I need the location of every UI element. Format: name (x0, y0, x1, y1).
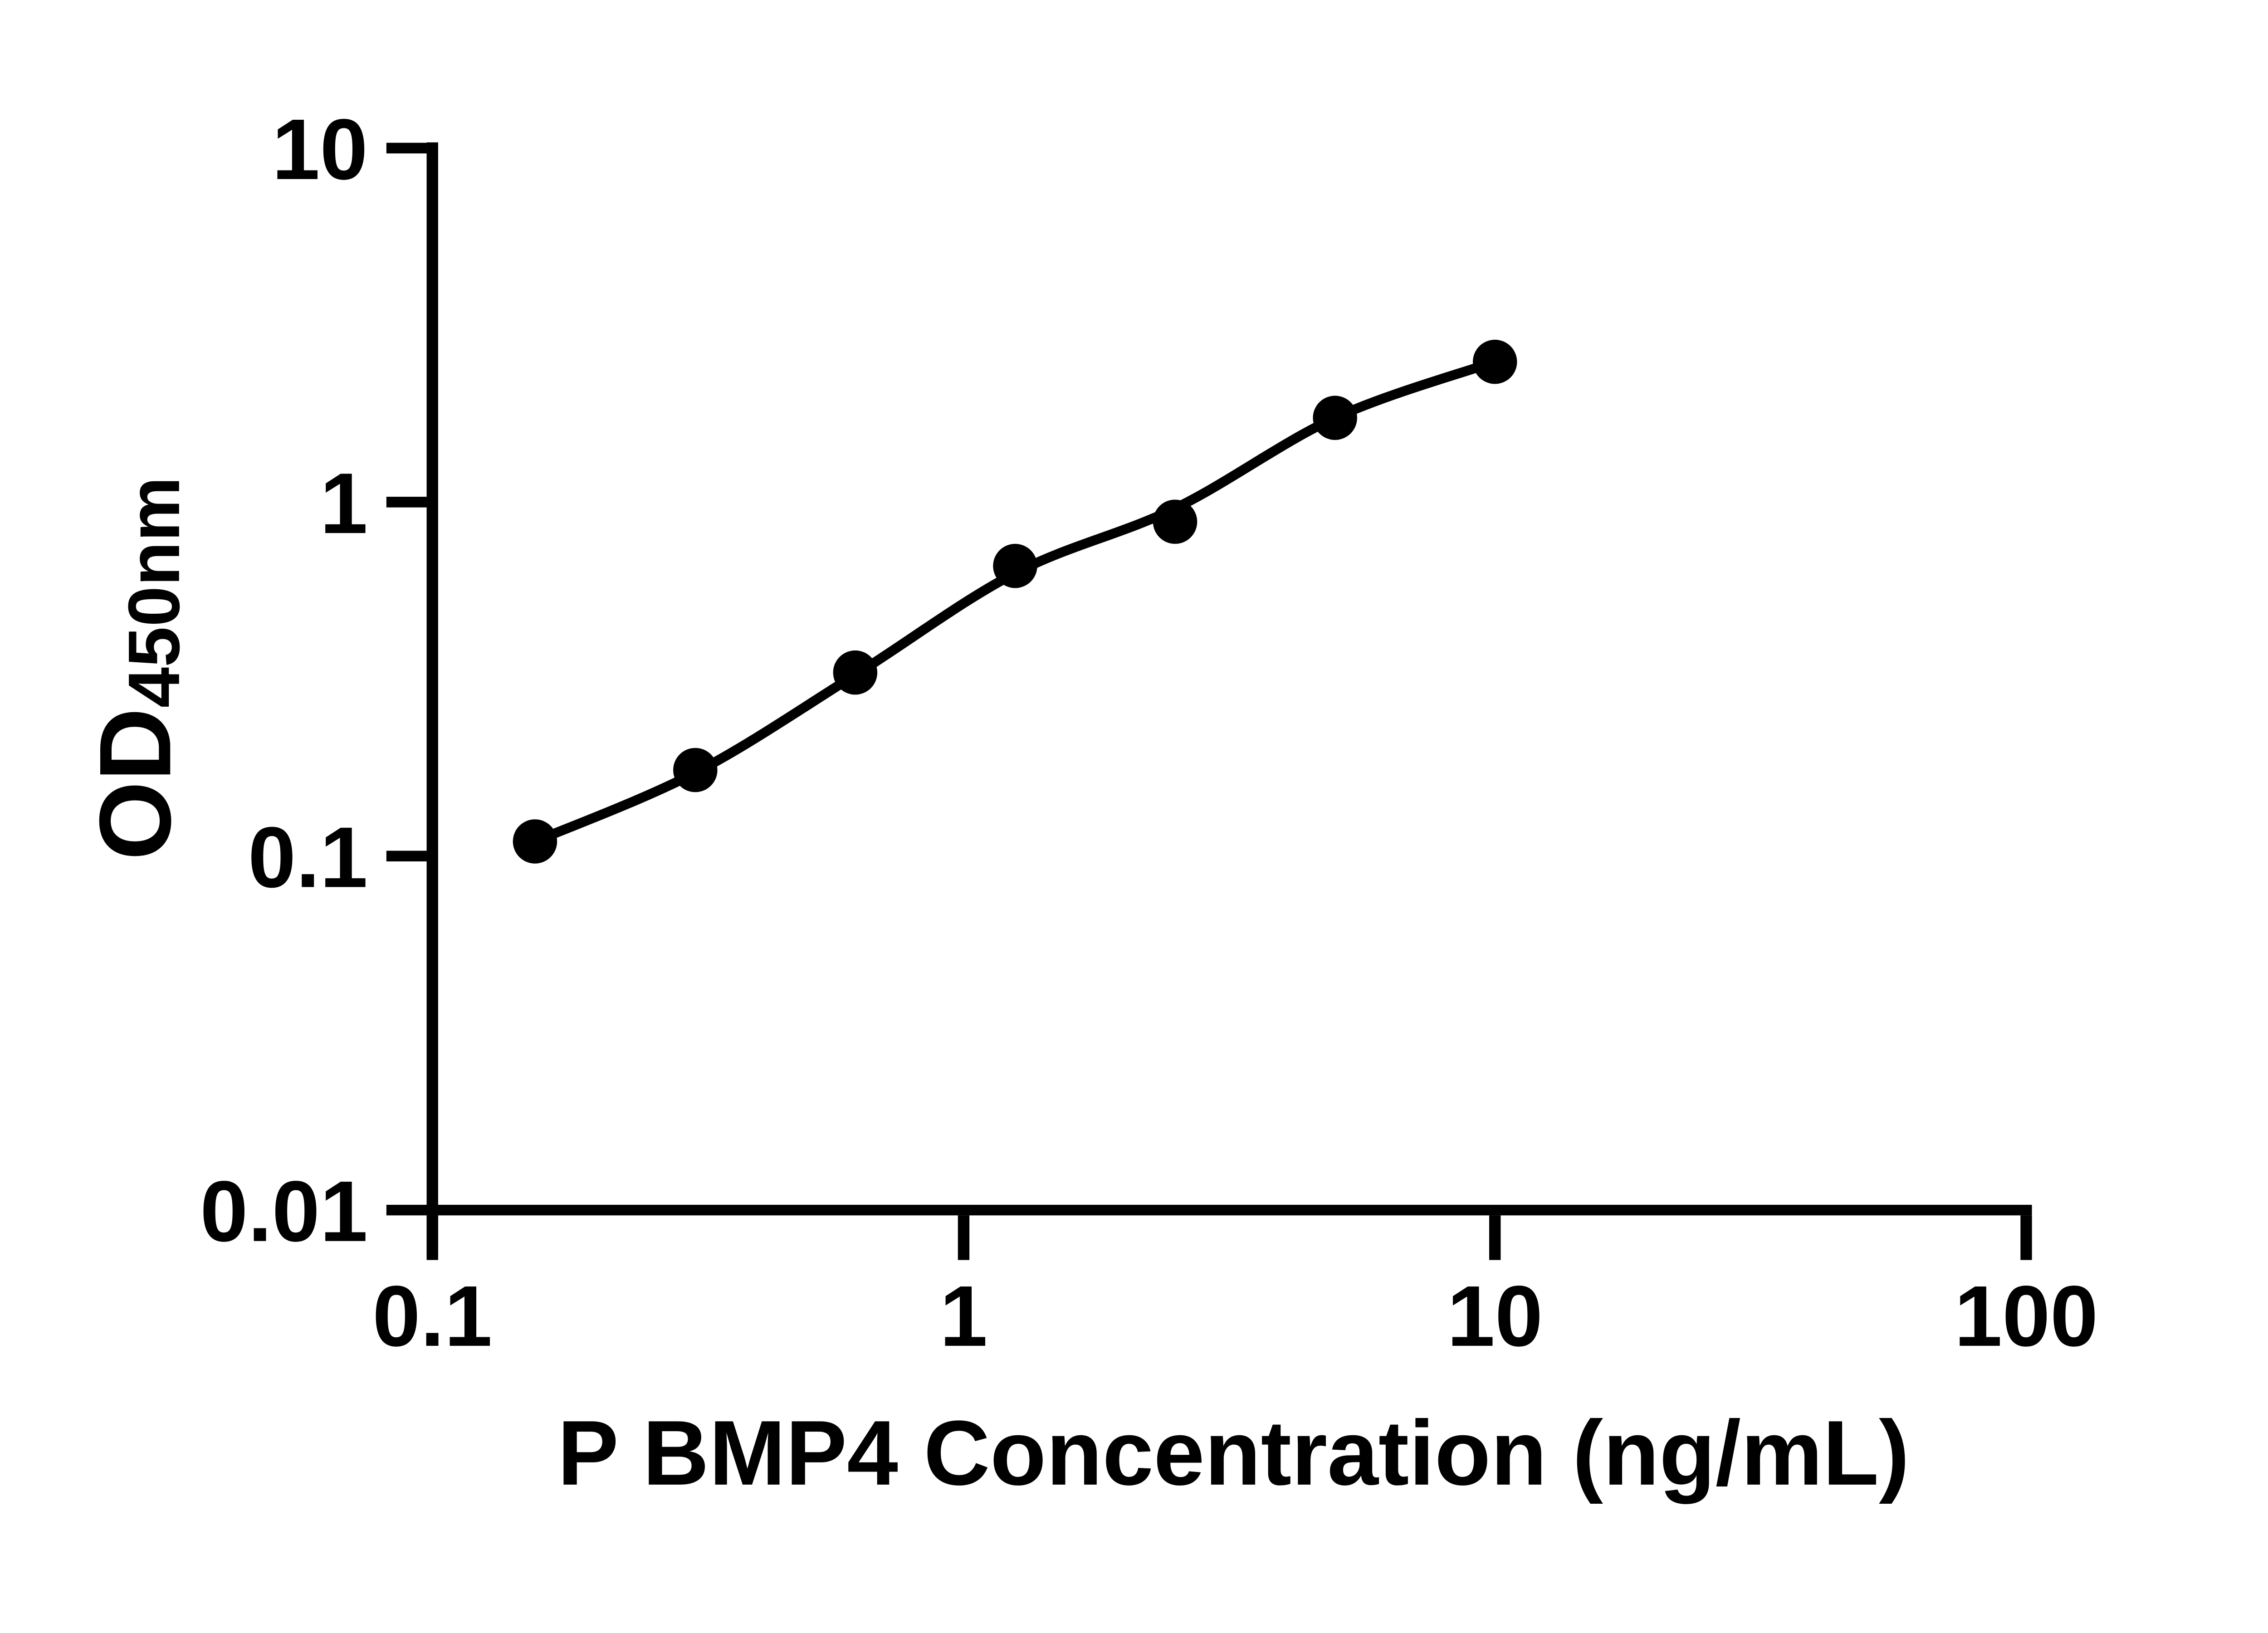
y-axis-title-main: OD (78, 708, 192, 860)
tick-marks (386, 142, 2032, 1260)
y-axis-title: OD450nm (78, 477, 195, 861)
x-tick-label: 10 (1447, 1268, 1543, 1364)
x-tick-label: 1 (940, 1268, 988, 1364)
y-tick-label: 10 (272, 102, 368, 198)
data-point (993, 543, 1037, 588)
data-point (1153, 499, 1198, 544)
chart-background (0, 0, 2268, 1592)
data-point (1472, 339, 1517, 384)
elisa-standard-curve-figure: 10 1 0.1 0.01 0.1 1 10 100 P BMP4 Concentration… (0, 0, 2268, 1592)
y-tick-label: 0.1 (248, 809, 368, 905)
x-tick-label: 0.1 (372, 1268, 492, 1364)
data-point (513, 819, 557, 864)
y-tick-label: 0.01 (200, 1164, 368, 1260)
data-point (833, 650, 878, 695)
y-axis-title-subscript: 450nm (113, 477, 195, 708)
y-tick-label: 1 (320, 455, 368, 552)
data-point (1313, 396, 1357, 440)
data-point (673, 748, 718, 792)
x-tick-label: 100 (1954, 1268, 2098, 1364)
x-axis-title: P BMP4 Concentration (ng/mL) (557, 1401, 1910, 1504)
plot-series (513, 339, 1517, 864)
axes (426, 142, 2032, 1255)
